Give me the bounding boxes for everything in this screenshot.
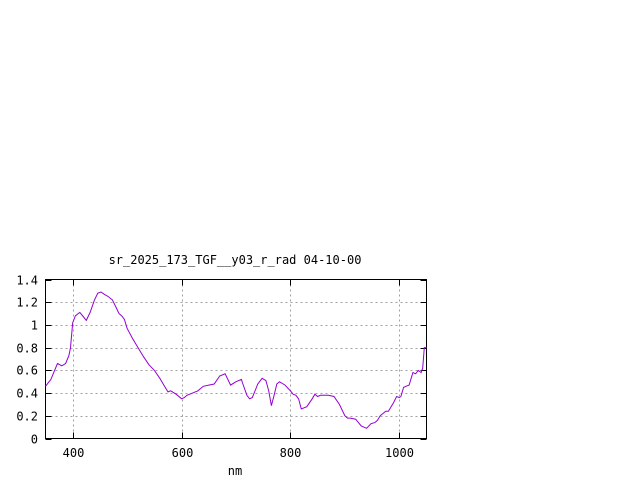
plot-frame bbox=[45, 279, 427, 439]
y-tick-label: 0 bbox=[31, 433, 38, 447]
y-tick-label: 1.4 bbox=[16, 274, 38, 288]
series-line bbox=[45, 291, 427, 429]
x-tick-label: 400 bbox=[63, 446, 85, 460]
grid bbox=[45, 279, 427, 439]
y-tick-label: 0.2 bbox=[16, 410, 38, 424]
x-axis: 400 600 800 1000 bbox=[63, 279, 414, 460]
y-tick-label: 1 bbox=[31, 319, 38, 333]
y-axis: 0 0.2 0.4 0.6 0.8 1 1.2 1.4 bbox=[16, 274, 427, 447]
y-tick-label: 0.8 bbox=[16, 342, 38, 356]
chart-title: sr_2025_173_TGF__y03_r_rad 04-10-00 bbox=[109, 253, 362, 267]
x-axis-label: nm bbox=[228, 464, 242, 478]
x-tick-label: 1000 bbox=[385, 446, 414, 460]
y-tick-label: 1.2 bbox=[16, 296, 38, 310]
series-group bbox=[45, 291, 427, 429]
y-tick-label: 0.6 bbox=[16, 364, 38, 378]
y-tick-label: 0.4 bbox=[16, 387, 38, 401]
x-tick-label: 600 bbox=[172, 446, 194, 460]
x-tick-label: 800 bbox=[280, 446, 302, 460]
